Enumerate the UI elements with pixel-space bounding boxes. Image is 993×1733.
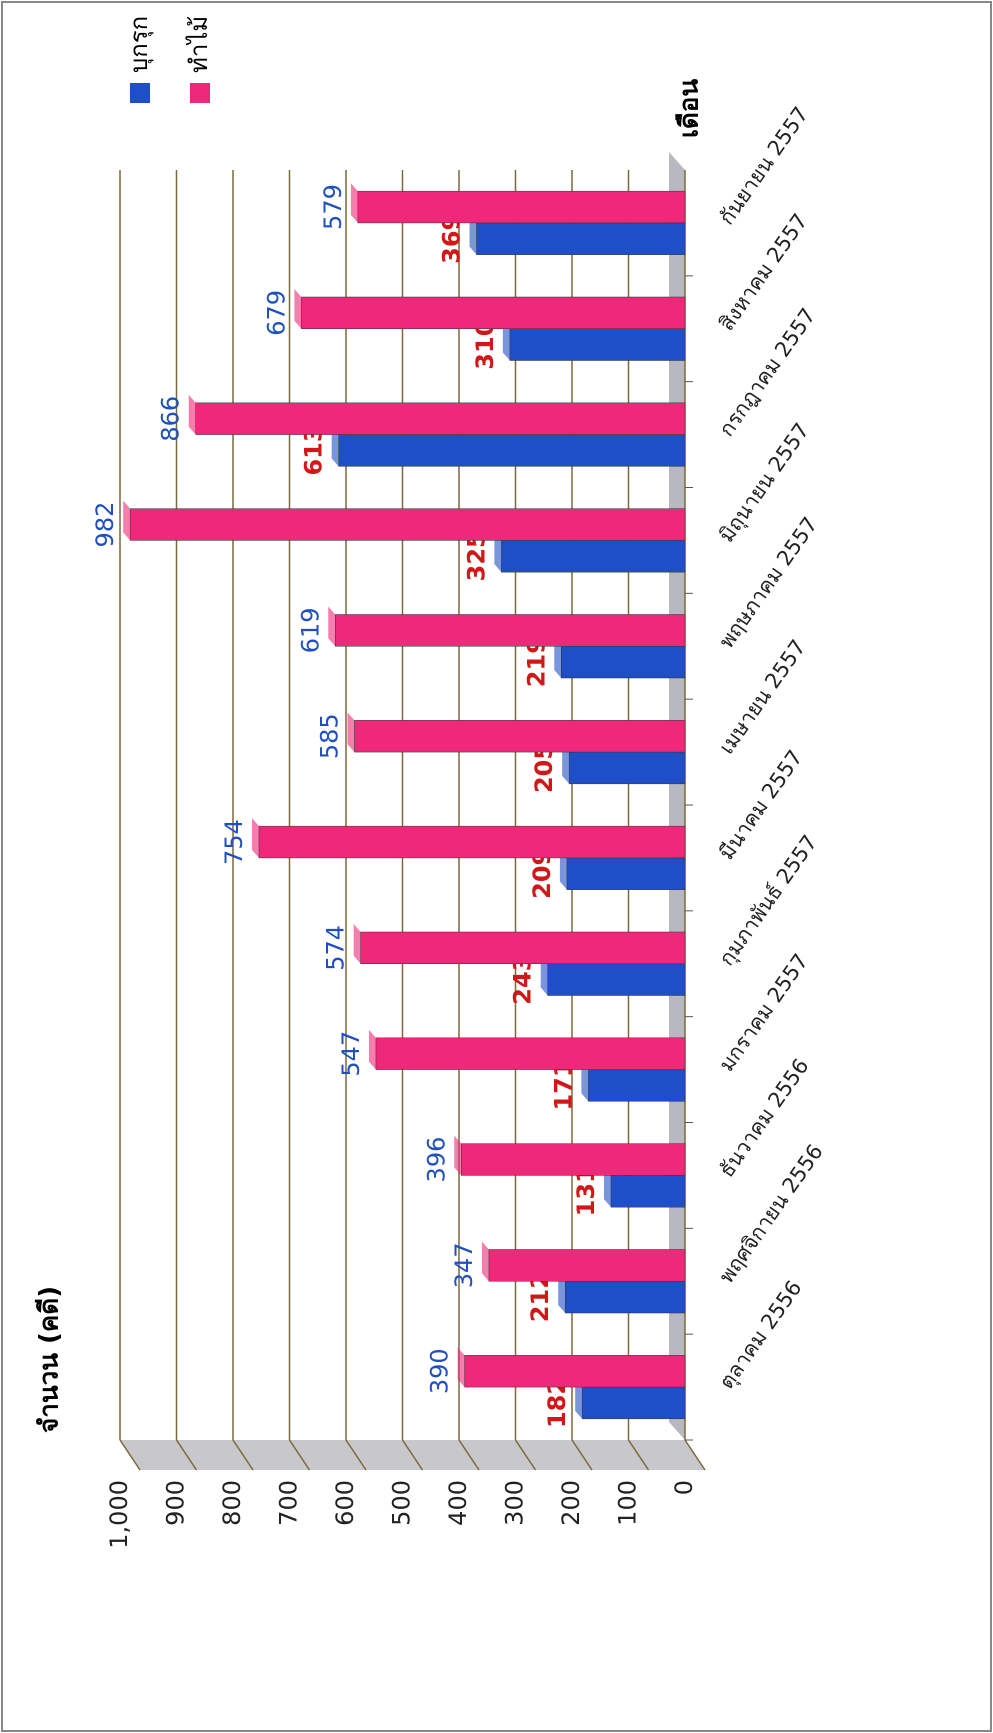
bar <box>610 1175 686 1208</box>
bar-top <box>350 183 358 223</box>
legend-label: ทำไม้ <box>185 16 213 73</box>
bar <box>509 328 686 361</box>
y-tick-label: 100 <box>614 1480 642 1526</box>
y-tick-label: 300 <box>501 1480 529 1526</box>
bar <box>476 222 686 255</box>
floor <box>669 152 685 1440</box>
bar-top <box>502 320 510 361</box>
bar-top <box>123 500 131 541</box>
x-axis-title: เดือน <box>675 79 705 138</box>
data-label: 547 <box>337 1031 365 1077</box>
bar-top <box>331 426 339 467</box>
bar-top <box>481 1241 489 1282</box>
grid-line-wall <box>458 1439 480 1471</box>
y-tick-label: 700 <box>275 1480 303 1526</box>
bar <box>129 508 686 541</box>
y-tick-label: 600 <box>331 1480 359 1526</box>
bar <box>547 963 686 996</box>
legend-swatch <box>190 83 210 103</box>
bar <box>588 1069 686 1102</box>
bar <box>581 1386 686 1420</box>
legend-label: บุกรุก <box>125 16 154 73</box>
y-tick-label: 1,000 <box>105 1480 133 1549</box>
bar-top <box>559 849 567 890</box>
bar <box>568 751 686 785</box>
bar-top <box>457 1347 465 1388</box>
data-label: 585 <box>315 713 343 759</box>
grid-line-wall <box>684 1439 706 1471</box>
y-tick-label: 900 <box>162 1480 190 1526</box>
bar-top <box>353 924 361 964</box>
bar <box>360 931 686 964</box>
bar-top <box>188 394 196 435</box>
y-tick-label: 500 <box>388 1480 416 1526</box>
bar-top <box>454 1135 462 1176</box>
data-label: 679 <box>262 290 290 336</box>
bar <box>501 540 686 573</box>
y-tick-label: 0 <box>670 1480 698 1495</box>
data-label: 390 <box>426 1348 454 1394</box>
bar <box>357 190 686 224</box>
grid-line-wall <box>514 1439 537 1471</box>
grid-line-wall <box>175 1439 198 1471</box>
grid-line-wall <box>401 1439 424 1471</box>
bar-top <box>251 818 259 858</box>
y-tick-label: 400 <box>444 1480 472 1526</box>
bar <box>464 1355 686 1388</box>
bar <box>566 857 686 890</box>
bar <box>301 296 686 329</box>
data-label: 347 <box>450 1242 478 1288</box>
y-tick-label: 200 <box>557 1480 585 1526</box>
grid-line-wall <box>232 1439 254 1471</box>
bar-top <box>581 1061 589 1102</box>
data-label: 396 <box>422 1137 450 1183</box>
bar-top <box>603 1167 611 1208</box>
grid-line-wall <box>119 1439 141 1471</box>
data-label: 982 <box>91 502 119 548</box>
bar <box>488 1249 686 1282</box>
bar <box>258 825 686 859</box>
y-tick-label: 800 <box>218 1480 246 1526</box>
bar <box>561 646 686 679</box>
bar <box>461 1143 686 1176</box>
bar-top <box>469 214 477 255</box>
bar <box>354 720 686 753</box>
data-label: 866 <box>157 396 185 442</box>
grid-line-wall <box>627 1439 650 1471</box>
bar-top <box>347 712 355 753</box>
legend-swatch <box>130 83 150 103</box>
bar <box>338 434 686 467</box>
grid-line-wall <box>288 1439 311 1471</box>
bar-top <box>558 1273 566 1313</box>
bar-top <box>494 532 502 573</box>
bar-top <box>562 744 570 784</box>
bar-top <box>328 606 336 647</box>
bar-top <box>540 955 548 996</box>
bar <box>335 614 686 647</box>
data-label: 579 <box>319 184 347 230</box>
bar <box>195 402 686 435</box>
data-label: 754 <box>220 819 248 865</box>
data-label: 574 <box>322 925 350 971</box>
bar <box>564 1281 686 1314</box>
bar-top <box>294 289 302 329</box>
grid-line-wall <box>345 1439 367 1471</box>
bar-top <box>368 1029 376 1070</box>
bar-top <box>554 638 562 678</box>
grid-line-wall <box>571 1439 593 1471</box>
data-label: 619 <box>296 607 324 653</box>
y-axis-title: จำนวน (คดี) <box>35 1286 65 1433</box>
bar <box>375 1037 686 1070</box>
bar-top <box>575 1379 583 1419</box>
